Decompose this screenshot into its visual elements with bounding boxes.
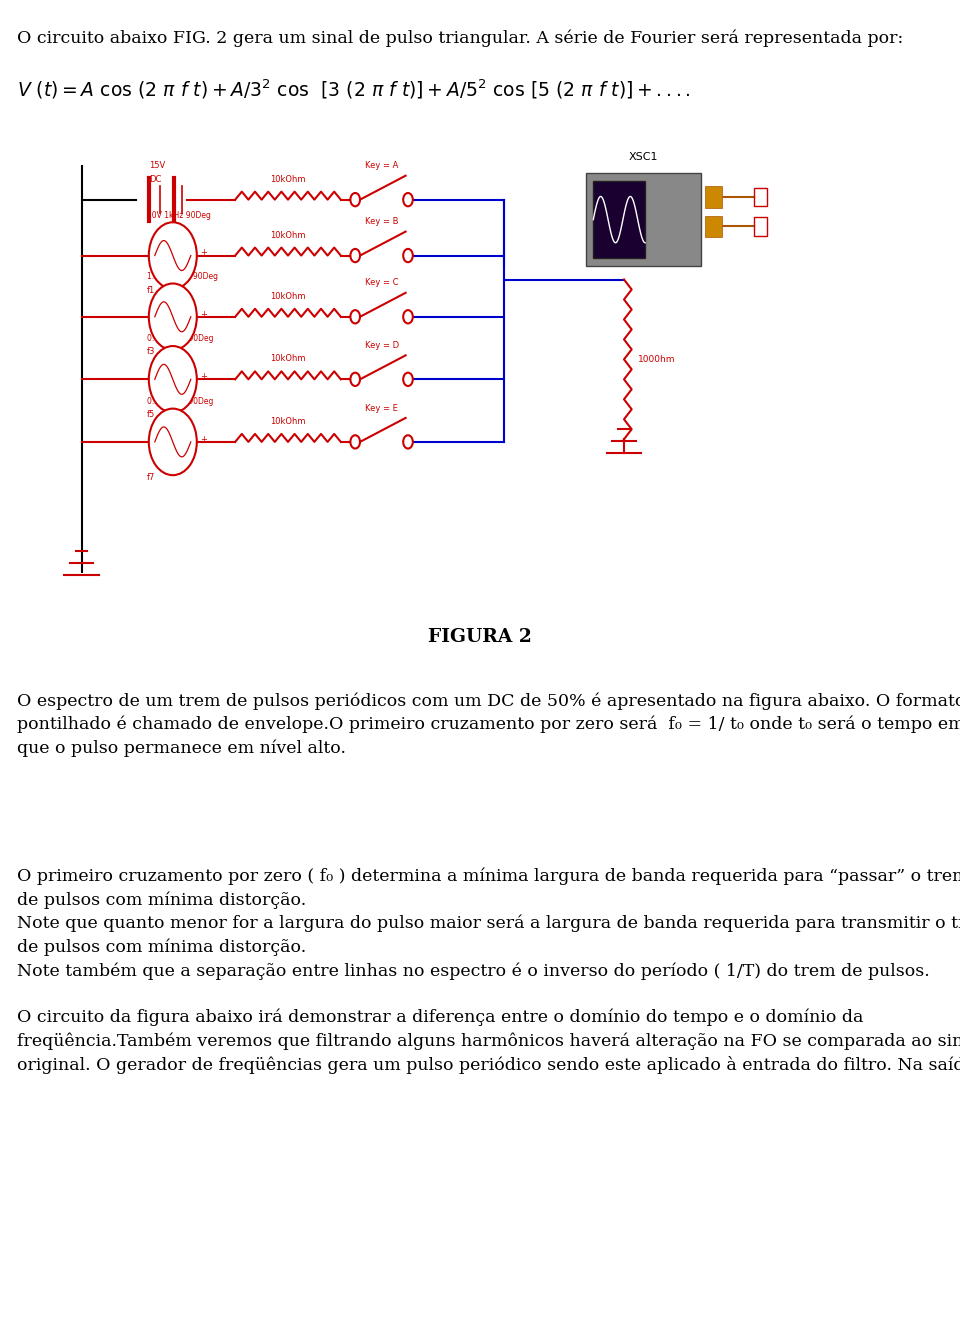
Text: +: +	[200, 373, 206, 381]
Text: f1: f1	[147, 286, 156, 295]
Text: O circuito da figura abaixo irá demonstrar a diferença entre o domínio do tempo : O circuito da figura abaixo irá demonstr…	[17, 1009, 960, 1074]
Text: Key = C: Key = C	[365, 278, 398, 287]
Circle shape	[403, 373, 413, 386]
Text: 10kOhm: 10kOhm	[271, 230, 305, 240]
Text: +: +	[200, 249, 206, 257]
Text: 10kOhm: 10kOhm	[271, 354, 305, 363]
Circle shape	[350, 193, 360, 206]
Text: Key = E: Key = E	[365, 403, 398, 413]
Text: T °: T °	[678, 213, 690, 222]
Text: DC: DC	[149, 174, 161, 184]
Circle shape	[350, 249, 360, 262]
Text: 10kOhm: 10kOhm	[271, 291, 305, 301]
Text: 0.4V 5kHz 90Deg: 0.4V 5kHz 90Deg	[147, 334, 213, 343]
Text: $V\ (t) = A\ \mathrm{cos}\ (2\ \pi\ f\ t) + A/3^2$$\ \mathrm{cos}\ \ [3\ (2\ \pi: $V\ (t) = A\ \mathrm{cos}\ (2\ \pi\ f\ t…	[17, 77, 691, 101]
Text: A: A	[600, 252, 606, 261]
Circle shape	[149, 346, 197, 413]
Text: XSC1: XSC1	[629, 152, 658, 162]
Text: FIGURA 2: FIGURA 2	[428, 628, 532, 646]
Text: 1.11V 3kHz 90Deg: 1.11V 3kHz 90Deg	[147, 272, 218, 281]
Bar	[705, 216, 722, 237]
Text: +: +	[200, 435, 206, 443]
Text: B: B	[670, 252, 676, 261]
Text: G °: G °	[678, 189, 692, 198]
Bar	[754, 188, 767, 206]
Bar	[586, 173, 701, 266]
Circle shape	[403, 249, 413, 262]
Text: +: +	[200, 310, 206, 318]
Text: 10kOhm: 10kOhm	[271, 174, 305, 184]
Text: f3: f3	[147, 347, 156, 357]
Bar	[754, 217, 767, 236]
Text: 0.2V 7kHz 90Deg: 0.2V 7kHz 90Deg	[147, 397, 213, 406]
Text: O circuito abaixo FIG. 2 gera um sinal de pulso triangular. A série de Fourier s: O circuito abaixo FIG. 2 gera um sinal d…	[17, 29, 903, 47]
Text: f5: f5	[147, 410, 156, 419]
Circle shape	[403, 193, 413, 206]
Circle shape	[149, 222, 197, 289]
Circle shape	[350, 373, 360, 386]
Circle shape	[149, 284, 197, 350]
Circle shape	[350, 435, 360, 449]
Text: Key = A: Key = A	[365, 161, 398, 170]
Text: 10V 1kHz 90Deg: 10V 1kHz 90Deg	[147, 210, 211, 220]
Bar	[593, 181, 645, 258]
Text: f7: f7	[147, 473, 156, 482]
Circle shape	[403, 435, 413, 449]
Text: 10kOhm: 10kOhm	[271, 417, 305, 426]
Text: Key = B: Key = B	[365, 217, 398, 226]
Circle shape	[149, 409, 197, 475]
Text: Key = D: Key = D	[365, 341, 398, 350]
Circle shape	[403, 310, 413, 323]
Text: O primeiro cruzamento por zero ( f₀ ) determina a mínima largura de banda requer: O primeiro cruzamento por zero ( f₀ ) de…	[17, 868, 960, 980]
Text: 1000hm: 1000hm	[638, 355, 676, 363]
Text: O espectro de um trem de pulsos periódicos com um DC de 50% é apresentado na fig: O espectro de um trem de pulsos periódic…	[17, 692, 960, 757]
Text: 15V: 15V	[149, 161, 165, 170]
Circle shape	[350, 310, 360, 323]
Bar	[705, 186, 722, 208]
